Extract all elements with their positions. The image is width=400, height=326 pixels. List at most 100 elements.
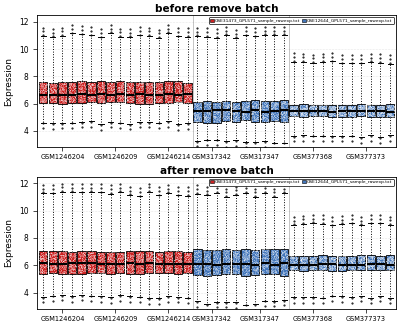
Point (224, 113, 230, 119)
Point (231, 101, 237, 106)
Point (348, 112, 354, 118)
Point (285, 267, 291, 272)
Point (214, 108, 221, 113)
Point (161, 256, 168, 261)
Point (164, 254, 171, 259)
Point (153, 262, 159, 268)
Point (239, 247, 245, 252)
Point (365, 255, 372, 260)
Point (165, 261, 172, 267)
Point (311, 258, 317, 263)
Point (173, 90, 179, 95)
Point (177, 98, 184, 104)
Point (232, 117, 238, 123)
Point (262, 255, 268, 260)
Point (206, 260, 213, 266)
Point (100, 260, 107, 266)
Point (268, 116, 274, 121)
Point (389, 103, 396, 109)
Point (142, 262, 149, 267)
Point (284, 101, 291, 107)
Point (159, 80, 165, 85)
Point (119, 256, 125, 261)
Point (130, 252, 137, 257)
Point (327, 113, 334, 119)
Point (214, 266, 220, 272)
Point (314, 112, 320, 118)
Point (201, 114, 208, 120)
Point (182, 252, 189, 258)
Point (168, 97, 175, 102)
Point (52, 269, 58, 274)
Point (192, 247, 198, 253)
Point (78, 79, 84, 84)
Point (49, 86, 56, 92)
Point (261, 265, 267, 271)
Point (40, 97, 47, 102)
Point (104, 84, 111, 89)
Point (258, 260, 264, 266)
Point (281, 273, 287, 278)
Point (139, 268, 146, 274)
Point (311, 267, 317, 272)
Point (358, 104, 364, 109)
Point (98, 85, 105, 90)
Point (316, 112, 323, 117)
Point (203, 109, 210, 114)
Point (138, 97, 144, 102)
Point (331, 262, 338, 267)
Point (211, 271, 217, 276)
Point (254, 265, 260, 270)
Point (52, 258, 59, 263)
Point (272, 106, 279, 111)
Point (221, 268, 228, 273)
Point (118, 84, 125, 89)
Point (265, 118, 272, 123)
Point (36, 92, 43, 97)
Point (236, 261, 242, 267)
Point (60, 96, 66, 101)
Point (346, 261, 352, 266)
Point (98, 95, 105, 100)
Point (201, 262, 207, 267)
Point (184, 250, 190, 256)
Point (232, 259, 238, 265)
Point (66, 90, 72, 96)
Point (82, 265, 88, 270)
Point (282, 100, 289, 105)
Point (374, 105, 380, 110)
Point (270, 248, 276, 253)
Point (81, 259, 88, 264)
Point (243, 103, 249, 108)
Point (128, 98, 134, 104)
Point (142, 264, 149, 269)
Point (374, 106, 380, 111)
Point (340, 257, 347, 262)
Point (323, 112, 330, 118)
Point (145, 98, 151, 103)
Point (130, 262, 136, 267)
Point (388, 111, 395, 116)
Point (284, 113, 291, 118)
Point (384, 265, 391, 271)
Point (351, 111, 358, 116)
Point (280, 110, 287, 115)
Point (183, 255, 189, 260)
Point (60, 90, 66, 95)
Point (323, 259, 330, 265)
Point (311, 254, 317, 259)
Point (386, 112, 393, 117)
Point (215, 265, 221, 270)
Point (332, 106, 338, 111)
Point (364, 106, 371, 111)
Point (144, 253, 150, 259)
Point (144, 93, 151, 98)
Point (205, 114, 212, 120)
Point (342, 264, 348, 270)
Point (105, 256, 112, 261)
Point (297, 109, 303, 114)
Point (70, 270, 77, 275)
Point (293, 267, 299, 272)
Point (378, 260, 384, 265)
Point (275, 101, 282, 107)
